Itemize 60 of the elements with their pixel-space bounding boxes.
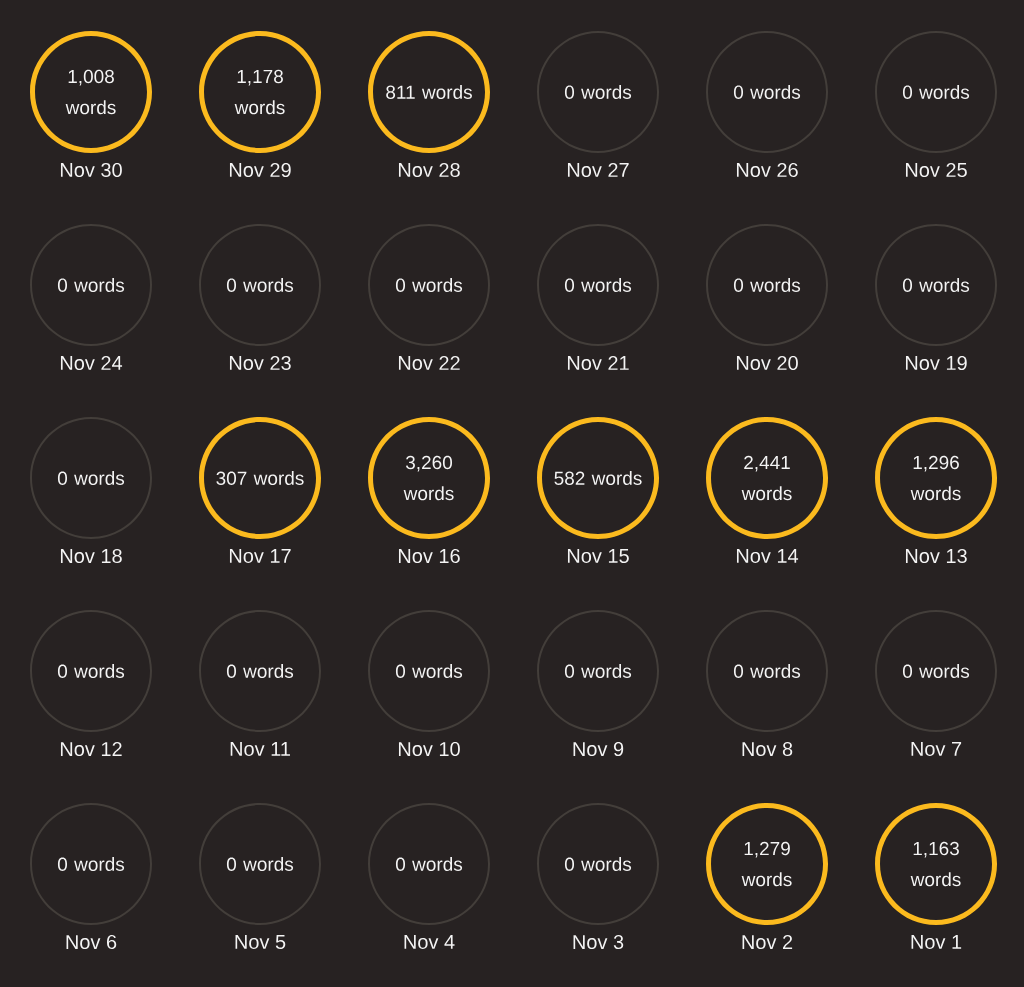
data-label: 0 words	[395, 664, 463, 678]
category-label: Nov 18	[60, 548, 122, 564]
data-label: 0 words	[226, 857, 294, 871]
category-label: Nov 3	[573, 934, 624, 950]
category-label: Nov 10	[398, 741, 460, 757]
data-label: 0 words	[395, 278, 463, 292]
data-label: 0 words	[57, 471, 125, 485]
data-label: 0 words	[733, 278, 801, 292]
data-label: 811 words	[386, 85, 472, 99]
category-label: Nov 23	[229, 355, 291, 371]
data-label: 0 words	[564, 85, 632, 99]
data-label: 0 words	[57, 664, 125, 678]
category-label: Nov 26	[736, 162, 798, 178]
category-label: Nov 21	[567, 355, 629, 371]
category-label: Nov 28	[398, 162, 460, 178]
category-label: Nov 24	[60, 355, 123, 371]
category-label: Nov 15	[567, 549, 629, 563]
category-label: Nov 12	[60, 741, 122, 757]
category-label: Nov 13	[905, 548, 967, 564]
category-label: Nov 14	[736, 549, 799, 563]
data-label: 0 words	[733, 85, 801, 99]
category-label: Nov 22	[398, 355, 460, 371]
category-label: Nov 20	[736, 355, 798, 371]
category-label: Nov 16	[398, 548, 460, 564]
category-label: Nov 27	[567, 162, 629, 178]
data-label: 307 words	[216, 471, 304, 485]
data-label: 0 words	[733, 664, 801, 678]
data-label: 0 words	[902, 278, 970, 292]
category-label: Nov 9	[573, 741, 624, 757]
data-label: 1,279 words	[741, 841, 792, 887]
category-label: Nov 11	[230, 742, 290, 756]
data-label: 2,441 words	[741, 455, 792, 501]
category-label: Nov 2	[742, 934, 793, 950]
category-label: Nov 19	[905, 355, 967, 371]
data-label: 1,163 words	[910, 841, 961, 887]
data-label: 0 words	[226, 664, 294, 678]
data-label: 0 words	[57, 857, 125, 871]
category-label: Nov 17	[229, 549, 291, 563]
data-label: 1,178 words	[234, 69, 285, 115]
category-label: Nov 25	[905, 162, 967, 178]
data-label: 0 words	[395, 857, 463, 871]
category-label: Nov 8	[742, 741, 793, 757]
category-label: Nov 6	[66, 934, 117, 950]
data-label: 582 words	[554, 471, 642, 485]
data-label: 1,296 words	[910, 455, 961, 501]
data-label: 0 words	[564, 278, 632, 292]
category-label: Nov 29	[229, 162, 291, 178]
data-label: 0 words	[564, 664, 632, 678]
category-label: Nov 4	[404, 935, 455, 949]
data-label: 0 words	[902, 664, 970, 678]
data-label: 0 words	[902, 85, 970, 99]
data-label: 0 words	[564, 857, 632, 871]
category-label: Nov 1	[911, 935, 962, 949]
data-label: 3,260 words	[403, 455, 454, 501]
category-label: Nov 7	[911, 742, 962, 756]
data-label: 0 words	[226, 278, 294, 292]
category-label: Nov 5	[235, 935, 286, 949]
data-label: 1,008 words	[65, 69, 116, 115]
data-label: 0 words	[57, 278, 125, 292]
category-label: Nov 30	[60, 162, 122, 178]
